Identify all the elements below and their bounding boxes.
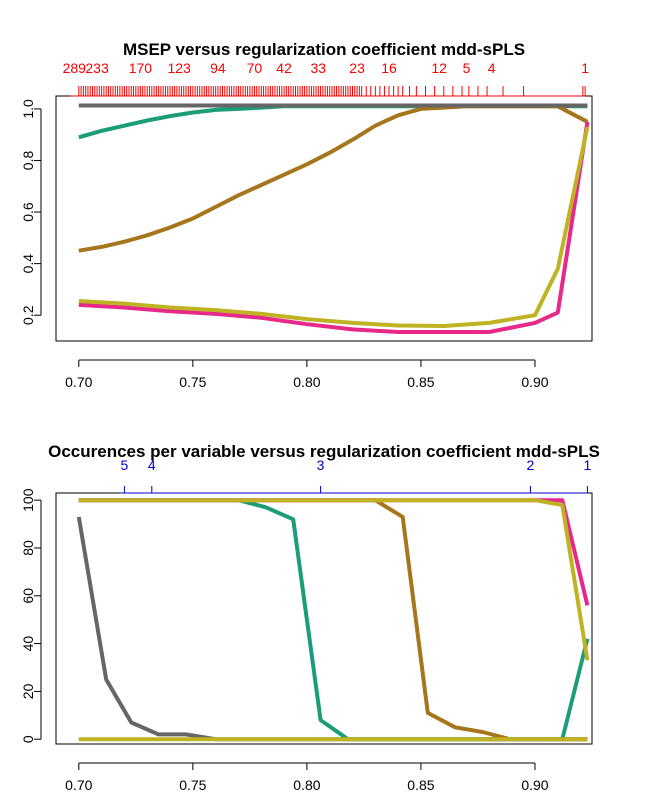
y-tick-label: 0.2 xyxy=(20,305,36,325)
occurrences-panel: Occurences per variable versus regulariz… xyxy=(20,442,600,793)
top-axis-label: 289 xyxy=(63,60,87,76)
y-tick-label: 40 xyxy=(20,636,36,652)
msep-panel: MSEP versus regularization coefficient m… xyxy=(20,40,593,390)
series-line xyxy=(78,126,590,328)
x-tick-label: 0.85 xyxy=(407,777,434,793)
msep-chart-title: MSEP versus regularization coefficient m… xyxy=(123,40,525,59)
series-line xyxy=(78,104,588,140)
series-line xyxy=(78,498,590,742)
x-tick-label: 0.70 xyxy=(65,777,92,793)
top-axis-label: 170 xyxy=(129,60,153,76)
x-tick-label: 0.90 xyxy=(521,374,548,390)
top-axis-label: 70 xyxy=(247,60,263,76)
top-axis-label: 33 xyxy=(311,60,327,76)
top-axis-label: 123 xyxy=(167,60,191,76)
y-tick-label: 1.0 xyxy=(20,99,36,119)
y-tick-label: 100 xyxy=(20,488,36,512)
y-tick-label: 60 xyxy=(20,588,36,604)
series-line xyxy=(78,498,590,606)
top-axis-label: 16 xyxy=(381,60,397,76)
series-line xyxy=(76,516,588,742)
top-axis-label: 4 xyxy=(148,457,156,473)
top-axis-label: 12 xyxy=(431,60,447,76)
top-axis-label: 3 xyxy=(317,457,325,473)
plot-frame xyxy=(55,492,593,745)
series-line xyxy=(78,121,590,334)
top-axis-label: 5 xyxy=(463,60,471,76)
top-axis-label: 2 xyxy=(527,457,535,473)
y-tick-label: 80 xyxy=(20,540,36,556)
series-line xyxy=(78,498,590,661)
y-tick-label: 0 xyxy=(20,735,36,743)
top-axis-label: 1 xyxy=(584,457,592,473)
series-line xyxy=(78,498,588,742)
top-axis-label: 23 xyxy=(349,60,365,76)
top-axis-label: 233 xyxy=(85,60,109,76)
occurrences-chart-title: Occurences per variable versus regulariz… xyxy=(48,442,600,461)
y-tick-label: 20 xyxy=(20,683,36,699)
x-tick-label: 0.85 xyxy=(407,374,434,390)
y-tick-label: 0.4 xyxy=(20,254,36,274)
x-tick-label: 0.75 xyxy=(179,777,206,793)
x-tick-label: 0.90 xyxy=(521,777,548,793)
top-axis-label: 94 xyxy=(210,60,226,76)
top-axis-label: 42 xyxy=(276,60,292,76)
x-tick-label: 0.80 xyxy=(293,777,320,793)
x-tick-label: 0.80 xyxy=(293,374,320,390)
y-tick-label: 0.6 xyxy=(20,202,36,222)
y-tick-label: 0.8 xyxy=(20,151,36,171)
top-axis-label: 5 xyxy=(121,457,129,473)
x-tick-label: 0.70 xyxy=(65,374,92,390)
x-tick-label: 0.75 xyxy=(179,374,206,390)
top-axis-label: 4 xyxy=(488,60,496,76)
top-axis-label: 1 xyxy=(581,60,589,76)
series-line xyxy=(78,104,589,253)
